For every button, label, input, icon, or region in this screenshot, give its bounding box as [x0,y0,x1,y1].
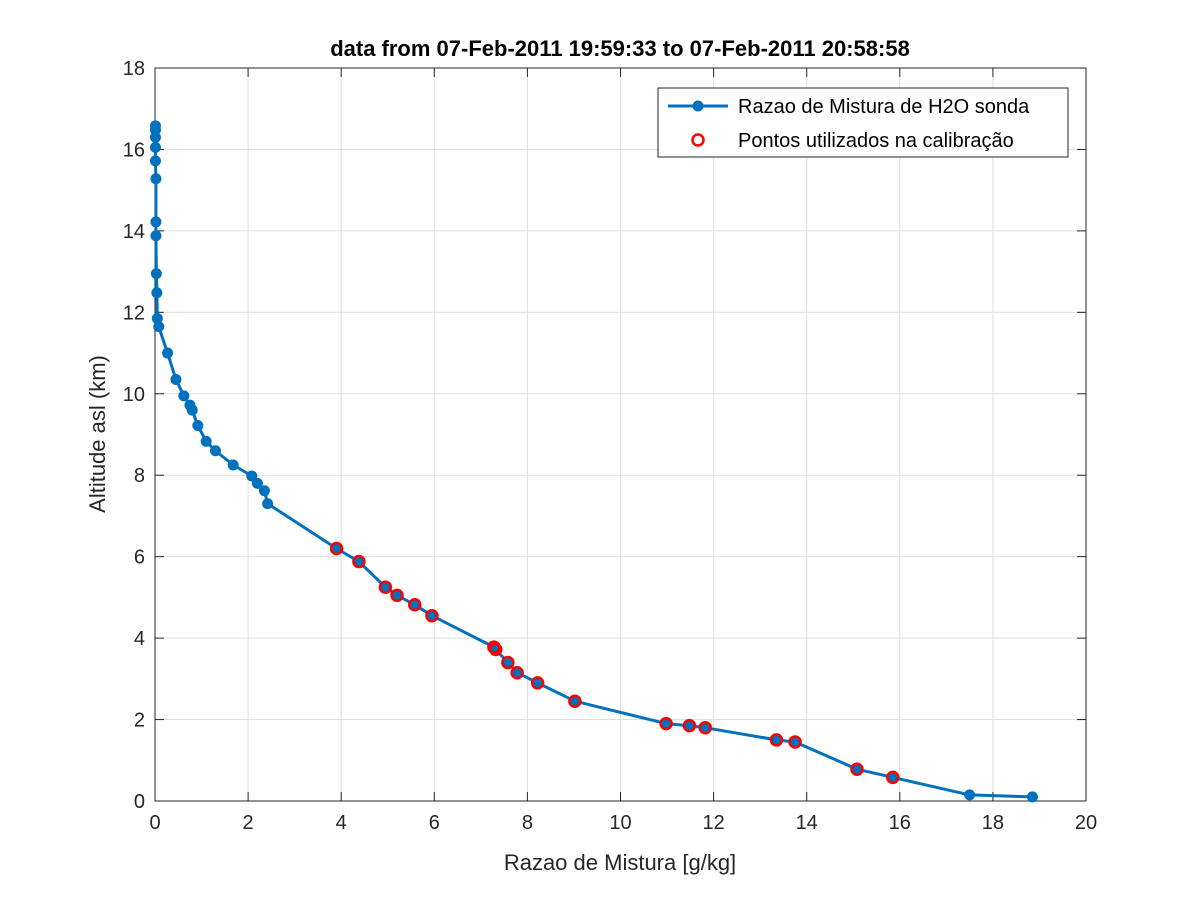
data-point-sonda [699,722,711,734]
data-point-sonda [170,374,182,386]
calibration-point [390,588,404,603]
legend-box [657,87,1069,158]
legend-marker-swatch [692,100,704,112]
calibration-point [659,716,673,731]
data-point-sonda [262,498,274,510]
data-point-sonda [149,155,161,167]
x-tick-label: 18 [982,812,1004,834]
calibration-point [769,733,784,747]
data-point-sonda [149,120,161,132]
data-point-sonda [379,581,391,593]
y-tick-label: 8 [134,465,145,487]
y-tick-label: 0 [134,791,145,813]
y-axis-label: Altitude asl (km) [85,355,110,513]
data-point-sonda [789,736,801,748]
data-point-sonda [258,485,270,497]
data-point-sonda [409,599,421,611]
axes [154,67,1087,802]
x-tick-label: 0 [149,812,160,834]
x-tick-label: 14 [796,812,818,834]
y-tick-label: 16 [123,139,145,161]
data-point-sonda [887,771,899,783]
series-layer [149,120,1038,803]
data-point-sonda [683,720,695,732]
calibration-point [329,541,344,556]
calibration-point [487,640,501,654]
calibration-point [425,608,439,623]
data-point-sonda [1026,791,1038,803]
calibration-point [378,580,393,594]
legend-calibration-swatch [691,133,705,147]
data-point-sonda [151,312,163,324]
data-point-sonda [150,268,162,280]
y-tick-label: 2 [134,710,145,732]
y-tick-label: 4 [134,628,145,650]
chart-title: data from 07-Feb-2011 19:59:33 to 07-Feb… [330,36,910,61]
x-tick-label: 2 [243,812,254,834]
y-tick-label: 18 [123,58,145,80]
data-point-sonda [511,667,523,679]
data-point-sonda [426,610,438,622]
calibration-point [568,694,582,708]
y-tick-label: 14 [123,221,145,243]
data-point-sonda [149,141,161,153]
data-point-sonda [150,216,162,228]
data-point-sonda [150,173,162,185]
data-point-sonda [660,718,672,730]
x-tick-label: 16 [889,812,911,834]
x-axis-label: Razao de Mistura [g/kg] [504,850,736,875]
calibration-point [682,718,697,733]
data-point-sonda [184,399,196,411]
data-point-sonda [964,789,976,801]
data-point-sonda [227,459,239,471]
data-point-sonda [502,657,514,669]
calibration-point [698,720,712,735]
x-tick-label: 12 [702,812,724,834]
data-point-sonda [391,589,403,601]
data-point-sonda [150,230,162,242]
data-point-sonda [200,435,212,447]
calibration-point [501,655,515,670]
data-point-sonda [851,763,863,775]
data-point-sonda [353,556,365,568]
axes-box [154,67,1087,802]
data-point-sonda [246,470,258,482]
x-tick-label: 20 [1075,812,1097,834]
calibration-point [407,597,422,612]
data-point-sonda [331,543,343,555]
calibration-point [886,770,900,785]
data-point-sonda [192,420,204,432]
calibration-point [788,735,802,749]
calibration-point [850,762,864,776]
data-point-sonda [153,321,165,333]
legend: Razao de Mistura de H2O sonda Pontos uti… [657,87,1069,158]
calibration-point [510,665,524,680]
legend-entry-sonda: Razao de Mistura de H2O sonda [738,96,1030,118]
data-point-sonda [178,390,190,402]
data-point-sonda [770,734,782,746]
y-tick-label: 10 [123,384,145,406]
x-tick-label: 10 [609,812,631,834]
x-tick-label: 4 [336,812,347,834]
data-point-sonda [151,287,163,299]
x-tick-label: 6 [429,812,440,834]
x-tick-label: 8 [522,812,533,834]
data-point-sonda [532,677,544,689]
data-point-sonda [569,695,581,707]
calibration-point [530,676,545,690]
legend-entry-calibration: Pontos utilizados na calibração [738,130,1014,152]
data-point-sonda [210,445,222,457]
data-point-sonda [162,347,174,359]
y-tick-label: 12 [123,302,145,324]
tick-labels: 0 2 4 6 8 10 12 14 16 18 20 0 2 4 6 8 10 12 14 16 18 [123,58,1097,834]
calibration-point [352,554,366,569]
y-tick-label: 6 [134,547,145,569]
